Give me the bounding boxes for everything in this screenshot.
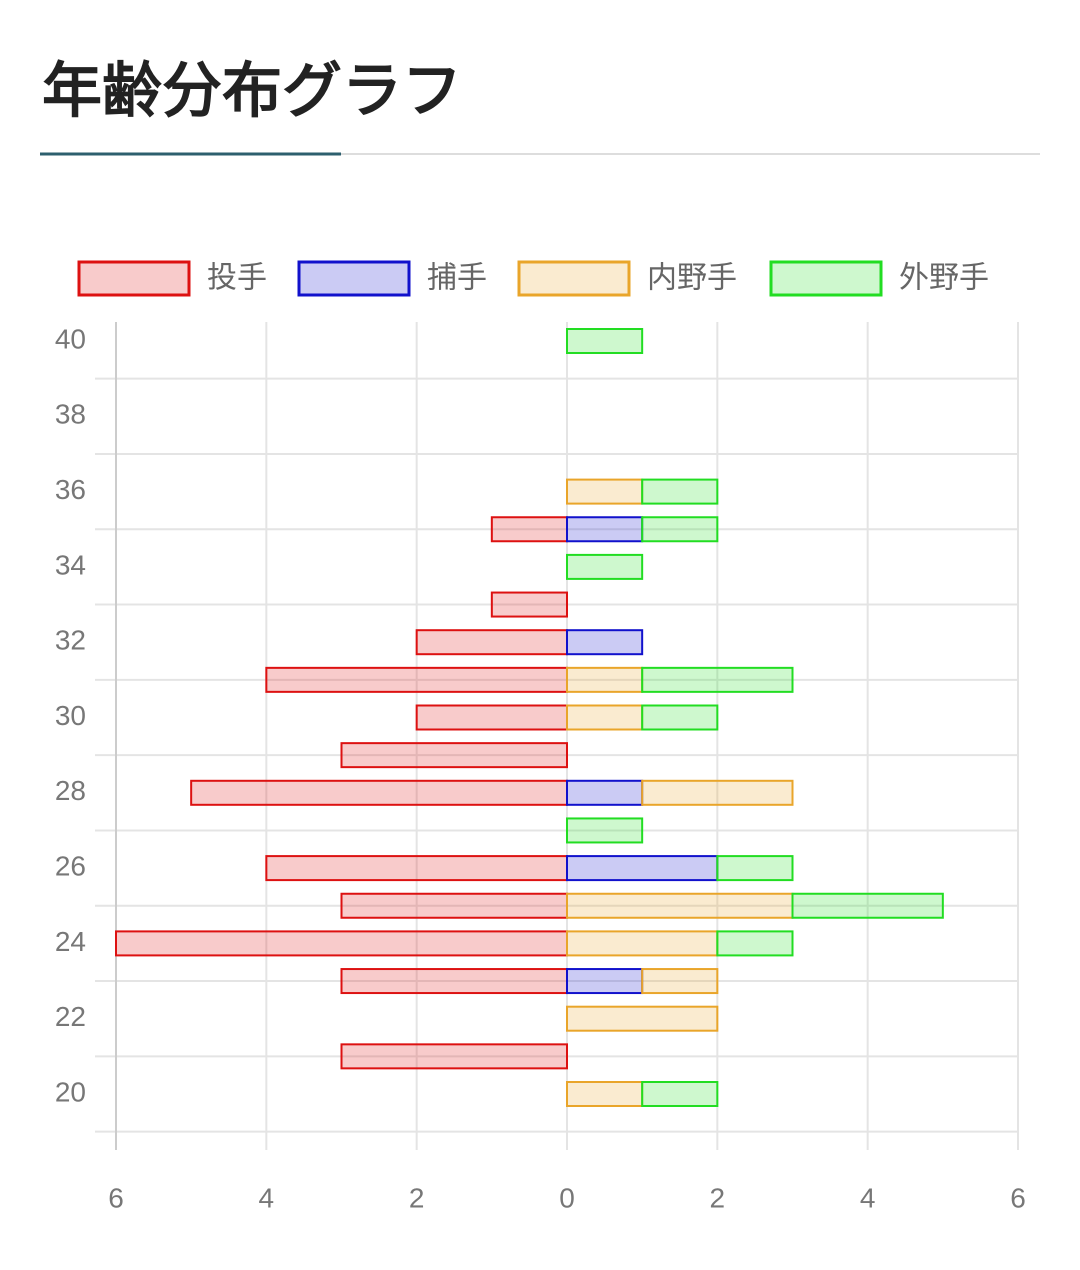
bar xyxy=(566,478,644,505)
x-tick-label: 0 xyxy=(559,1182,575,1213)
bar xyxy=(190,779,569,806)
bar xyxy=(490,516,569,543)
bar xyxy=(641,666,794,693)
bar xyxy=(716,855,794,882)
bar xyxy=(265,666,568,693)
bar xyxy=(566,892,794,919)
bar xyxy=(566,779,644,806)
y-tick-label: 38 xyxy=(55,399,86,430)
bar xyxy=(566,629,644,656)
x-tick-label: 4 xyxy=(860,1182,876,1213)
bar xyxy=(791,892,944,919)
legend-swatch xyxy=(297,260,411,297)
legend-swatch xyxy=(517,260,631,297)
bar xyxy=(566,516,644,543)
y-tick-label: 24 xyxy=(55,926,86,957)
bar xyxy=(566,666,644,693)
chart-title: 年齢分布グラフ xyxy=(42,57,462,127)
bar xyxy=(490,591,569,618)
x-tick-label: 6 xyxy=(1010,1182,1026,1213)
bar xyxy=(340,892,568,919)
bar xyxy=(641,478,719,505)
x-tick-label: 6 xyxy=(108,1182,124,1213)
bar xyxy=(641,704,719,731)
bar xyxy=(115,930,568,957)
bar xyxy=(265,855,568,882)
y-tick-label: 32 xyxy=(55,625,86,656)
x-tick-label: 2 xyxy=(710,1182,726,1213)
y-tick-label: 30 xyxy=(55,700,86,731)
bar xyxy=(566,553,644,580)
bar xyxy=(566,328,644,354)
y-tick-label: 34 xyxy=(55,549,86,580)
bar xyxy=(566,930,719,957)
y-tick-label: 26 xyxy=(55,850,86,881)
legend-label: 投手 xyxy=(207,261,267,296)
bar xyxy=(415,629,568,656)
y-tick-label: 40 xyxy=(55,323,86,354)
bar xyxy=(566,1081,644,1107)
x-tick-label: 4 xyxy=(259,1182,275,1213)
bar xyxy=(641,516,719,543)
bar xyxy=(566,855,719,882)
bar xyxy=(566,1005,719,1032)
bar xyxy=(641,968,719,995)
y-tick-label: 36 xyxy=(55,474,86,505)
bar xyxy=(340,1043,568,1070)
bar xyxy=(415,704,568,731)
y-tick-label: 22 xyxy=(55,1001,86,1032)
bar xyxy=(566,817,644,844)
y-tick-label: 28 xyxy=(55,775,86,806)
legend-label: 捕手 xyxy=(427,261,487,296)
bar xyxy=(566,968,644,995)
bar xyxy=(566,704,644,731)
bar xyxy=(340,742,568,769)
bar xyxy=(641,779,794,806)
legend-swatch xyxy=(77,260,191,297)
bar xyxy=(340,968,568,995)
legend-label: 内野手 xyxy=(647,261,737,296)
bar xyxy=(641,1081,719,1107)
legend-label: 外野手 xyxy=(899,261,989,296)
y-tick-label: 20 xyxy=(55,1076,86,1107)
x-tick-label: 2 xyxy=(409,1182,425,1213)
bar xyxy=(716,930,794,957)
legend-swatch xyxy=(769,260,883,297)
